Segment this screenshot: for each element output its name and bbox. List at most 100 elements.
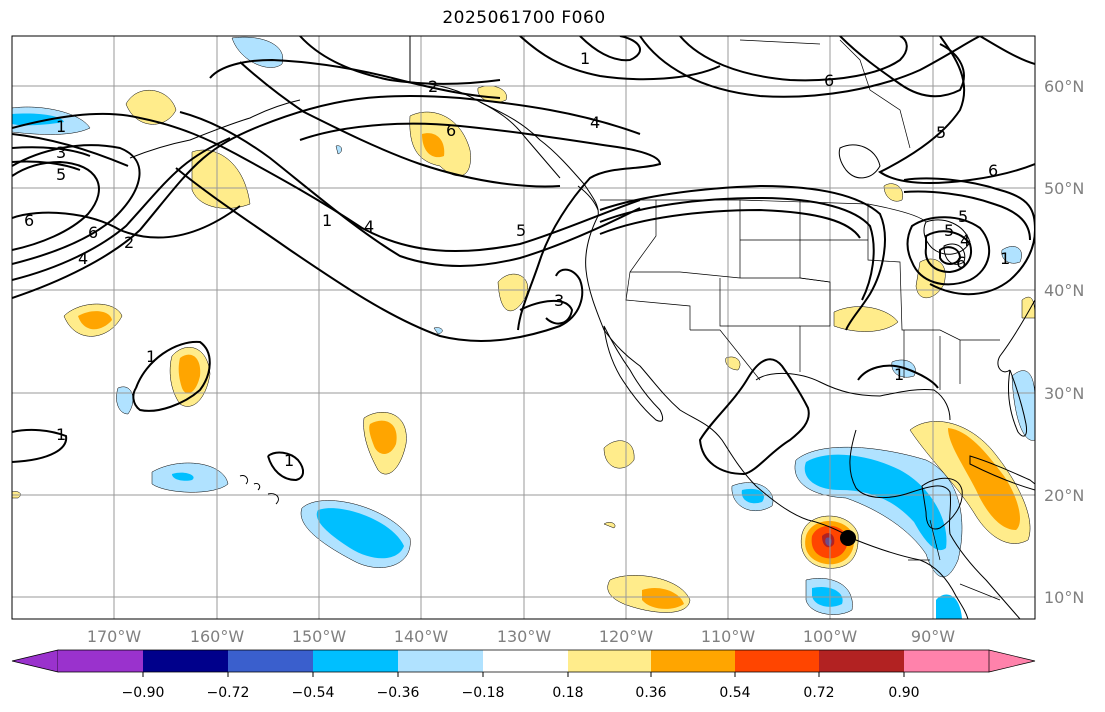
neg-anomaly-blob — [433, 327, 443, 335]
colorbar-ticks — [142, 672, 905, 677]
colorbar-swatch — [651, 650, 735, 672]
contour-label: 4 — [364, 217, 374, 236]
colorbar-tick-label: −0.18 — [462, 685, 505, 701]
contour-label: 3 — [56, 143, 66, 162]
neg-anomaly-blob — [741, 488, 764, 504]
vancouver — [577, 185, 599, 211]
borders — [409, 36, 1001, 601]
contour-label: 1 — [322, 211, 332, 230]
pos-anomaly-blob — [603, 440, 635, 469]
longitude-labels: 170°W 160°W 150°W 140°W 130°W 120°W 110°… — [87, 627, 955, 646]
contour-label: 1 — [56, 117, 66, 136]
lat-label: 50°N — [1044, 179, 1084, 198]
contour-label: 6 — [988, 161, 998, 180]
contour-label: 4 — [78, 249, 88, 268]
lat-label: 60°N — [1044, 77, 1084, 96]
pos-anomaly-blob — [603, 522, 616, 529]
contour-label: 1 — [894, 365, 904, 384]
pos-anomaly-blob — [422, 133, 445, 158]
colorbar-low-extend — [11, 649, 59, 673]
lat-label: 30°N — [1044, 384, 1084, 403]
map-title: 2025061700 F060 — [442, 8, 606, 28]
colorbar-tick-label: −0.36 — [377, 685, 420, 701]
contour-label: 1 — [146, 347, 156, 366]
lon-label: 140°W — [394, 627, 449, 646]
map-frame — [11, 35, 1036, 620]
lon-label: 110°W — [701, 627, 756, 646]
colorbar-high-extend — [988, 649, 1036, 673]
florida — [1007, 369, 1027, 437]
colorbar-swatch — [143, 650, 228, 672]
yucatan — [921, 477, 963, 530]
colorbar-swatch — [313, 650, 398, 672]
hawaii — [239, 475, 279, 505]
contour-label: 1 — [580, 49, 590, 68]
pos-anomaly-blob — [125, 89, 177, 125]
contour-label: 2 — [124, 233, 134, 252]
pos-anomaly-blob — [833, 306, 899, 332]
alaska-coast — [409, 36, 599, 217]
lat-label: 10°N — [1044, 588, 1084, 607]
colorbar-swatch — [819, 650, 904, 672]
colorbar-swatch — [735, 650, 819, 672]
hudson-bay — [838, 144, 881, 179]
contour-label: 5 — [944, 221, 954, 240]
colorbar-swatch — [483, 650, 568, 672]
contour-label: 5 — [958, 207, 968, 226]
colorbar-swatch — [398, 650, 483, 672]
cuba — [969, 455, 1035, 491]
lon-label: 120°W — [599, 627, 654, 646]
contour-label: 2 — [428, 77, 438, 96]
contour-label: 5 — [936, 123, 946, 142]
colorbar-tick-label: 0.36 — [635, 685, 666, 701]
colorbar-tick-label: 0.54 — [719, 685, 750, 701]
neg-anomaly-blob — [316, 508, 404, 559]
lon-label: 100°W — [803, 627, 858, 646]
contour-label: 6 — [88, 223, 98, 242]
pos-anomaly-blob — [725, 356, 741, 371]
contour-label: 6 — [24, 211, 34, 230]
central-america — [855, 539, 969, 619]
contour-label: 5 — [516, 221, 526, 240]
latitude-labels: 60°N 50°N 40°N 30°N 20°N 10°N — [1044, 77, 1084, 607]
colorbar-tick-label: 0.72 — [803, 685, 834, 701]
contour-label: 5 — [56, 165, 66, 184]
contour-label: 6 — [446, 121, 456, 140]
great-lakes — [923, 219, 971, 255]
colorbar-tick-label: −0.54 — [292, 685, 335, 701]
neg-anomaly-blob — [172, 472, 194, 481]
pos-anomaly-blob — [178, 354, 201, 394]
contour-label: 6 — [956, 253, 966, 272]
pos-anomaly-blob — [642, 587, 684, 609]
colorbar-outline — [58, 649, 989, 673]
alaska-panhandle — [479, 101, 561, 179]
neg-anomaly-blob — [116, 386, 134, 415]
pos-anomaly-blob — [369, 420, 397, 454]
great-lakes-2 — [943, 243, 966, 265]
neg-anomaly-blob — [335, 145, 342, 155]
contour-label: 4 — [590, 113, 600, 132]
shaded-anomalies — [12, 36, 1035, 619]
gulf-coast — [755, 372, 951, 421]
colorbar-swatch — [228, 650, 313, 672]
contour-label: 3 — [554, 291, 564, 310]
baja-peninsula — [603, 325, 664, 422]
colorbar: −0.90 −0.72 −0.54 −0.36 −0.18 0.18 0.36 … — [11, 649, 1036, 701]
pos-anomaly-blob — [1021, 296, 1035, 319]
contour-label: 1 — [284, 451, 294, 470]
contour-label: 1 — [56, 425, 66, 444]
lon-label: 130°W — [497, 627, 552, 646]
neg-anomaly-blob — [804, 454, 947, 551]
lat-label: 20°N — [1044, 486, 1084, 505]
colorbar-tick-label: −0.72 — [207, 685, 250, 701]
colorbar-tick-label: 0.18 — [552, 685, 583, 701]
colorbar-swatch — [568, 650, 651, 672]
map-area: 1 2 6 4 5 1 3 5 6 6 4 2 1 4 5 3 6 5 6 1 … — [12, 36, 1035, 619]
colorbar-tick-label: 0.90 — [888, 685, 919, 701]
mexico-gulf — [849, 429, 1021, 619]
na-west-coast — [585, 215, 857, 541]
colorbar-swatch — [58, 650, 143, 672]
neg-anomaly-blob — [936, 594, 962, 619]
lon-label: 160°W — [190, 627, 245, 646]
